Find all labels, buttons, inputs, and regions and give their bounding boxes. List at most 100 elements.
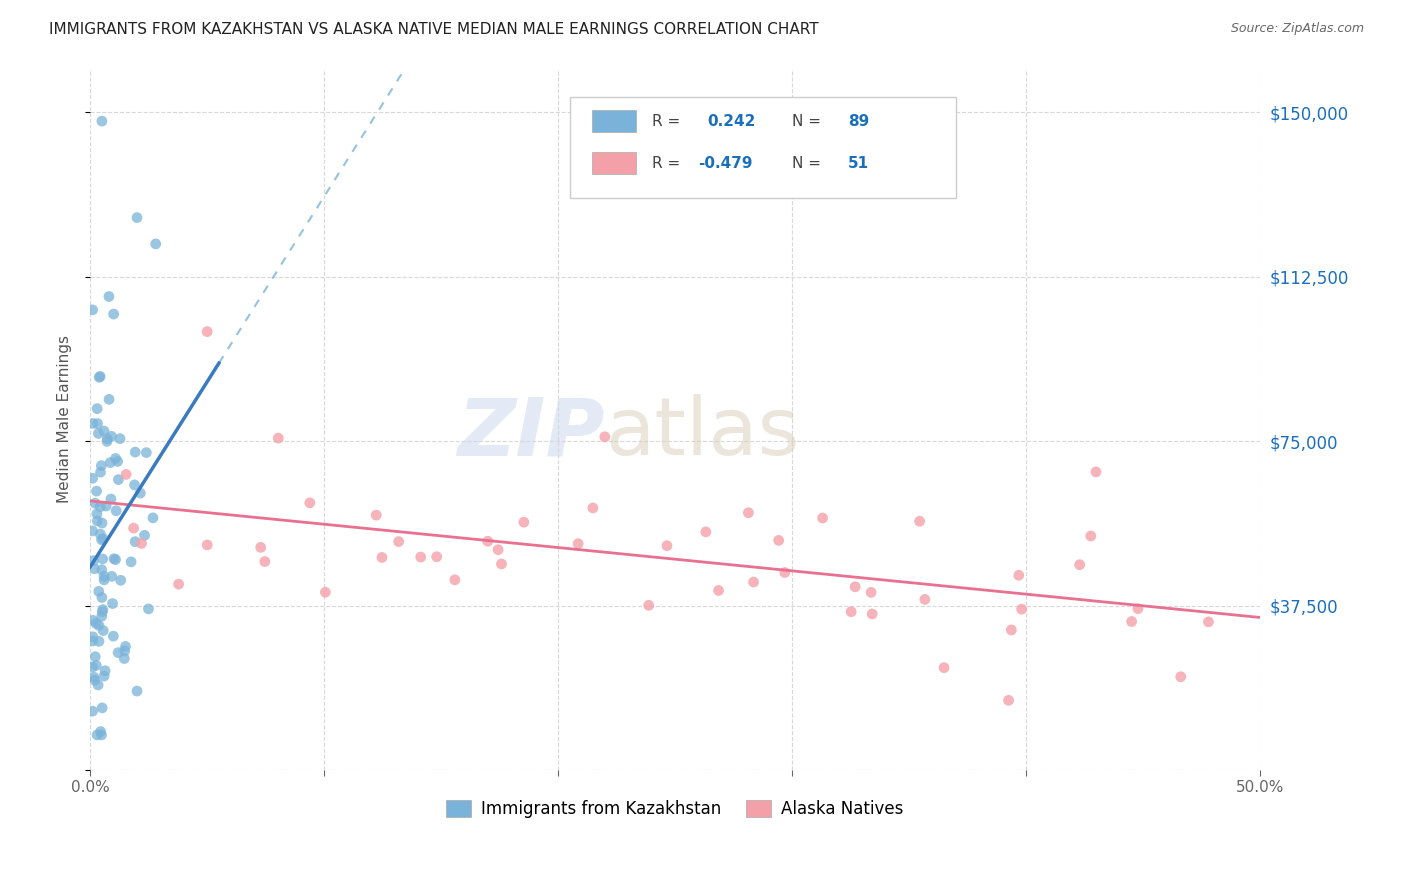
Point [860,607,883,621]
Point [82,634,104,648]
Point [737,506,759,520]
Text: IMMIGRANTS FROM KAZAKHSTAN VS ALASKA NATIVE MEDIAN MALE EARNINGS CORRELATION CHA: IMMIGRANTS FROM KAZAKHSTAN VS ALASKA NAT… [49,22,818,37]
Point [86,514,108,528]
Point [103,629,125,643]
Point [1121,615,1143,629]
Point [82,417,104,431]
Point [486,542,509,557]
Point [104,552,127,566]
Point [84,658,107,673]
Point [89,465,111,479]
Point [107,454,129,468]
Point [91,701,114,715]
Point [567,537,589,551]
Point [267,431,290,445]
Point [89,369,111,384]
Point [90,591,112,605]
Point [167,577,190,591]
Point [1011,602,1033,616]
Legend: Immigrants from Kazakhstan, Alaska Natives: Immigrants from Kazakhstan, Alaska Nativ… [440,793,911,825]
Point [839,605,862,619]
Text: Source: ZipAtlas.com: Source: ZipAtlas.com [1230,22,1364,36]
Point [91,552,114,566]
Point [593,430,616,444]
Point [82,302,104,317]
Point [93,569,115,583]
FancyBboxPatch shape [592,152,637,175]
Point [773,566,796,580]
Point [86,401,108,416]
Point [582,500,605,515]
Text: R =: R = [651,156,681,170]
Point [91,602,114,616]
Point [91,605,114,619]
Point [1085,465,1108,479]
Point [84,496,107,510]
Point [94,664,117,678]
Point [860,585,883,599]
Point [742,575,765,590]
Point [83,562,105,576]
Point [90,609,112,624]
Point [89,500,111,514]
Text: R =: R = [651,113,681,128]
Point [103,307,125,321]
Point [86,417,108,431]
Point [87,426,110,441]
Point [100,491,122,506]
Point [98,456,121,470]
FancyBboxPatch shape [592,110,637,132]
Point [637,599,659,613]
Point [82,630,104,644]
Point [90,114,112,128]
Point [112,651,135,665]
Point [82,660,104,674]
Point [91,624,114,638]
Point [1069,558,1091,572]
Point [513,515,536,529]
Point [90,533,112,547]
Point [110,574,132,588]
Point [90,458,112,473]
Text: ZIP: ZIP [457,394,605,472]
Point [89,370,111,384]
Point [124,478,146,492]
Point [82,471,104,485]
Point [444,573,467,587]
Point [83,670,105,684]
Point [366,508,388,523]
Point [83,673,105,688]
Point [97,289,120,303]
Text: 51: 51 [848,156,869,170]
Point [86,484,108,499]
Point [131,536,153,550]
Point [91,516,114,530]
Point [249,541,271,555]
Point [655,539,678,553]
Point [253,555,276,569]
Y-axis label: Median Male Earnings: Median Male Earnings [58,335,72,503]
Point [388,534,411,549]
Point [90,724,112,739]
Point [101,597,124,611]
Point [94,499,117,513]
Point [844,580,866,594]
Point [82,704,104,718]
Point [84,616,107,631]
Point [124,445,146,459]
Point [1126,601,1149,615]
Point [104,451,127,466]
Point [135,445,157,459]
Point [100,569,122,583]
Point [89,527,111,541]
Point [103,551,125,566]
Point [84,649,107,664]
Point [477,534,499,549]
Point [1080,529,1102,543]
Point [768,533,790,548]
Point [124,534,146,549]
Point [100,429,122,443]
Point [87,678,110,692]
Point [82,613,104,627]
Point [298,496,321,510]
